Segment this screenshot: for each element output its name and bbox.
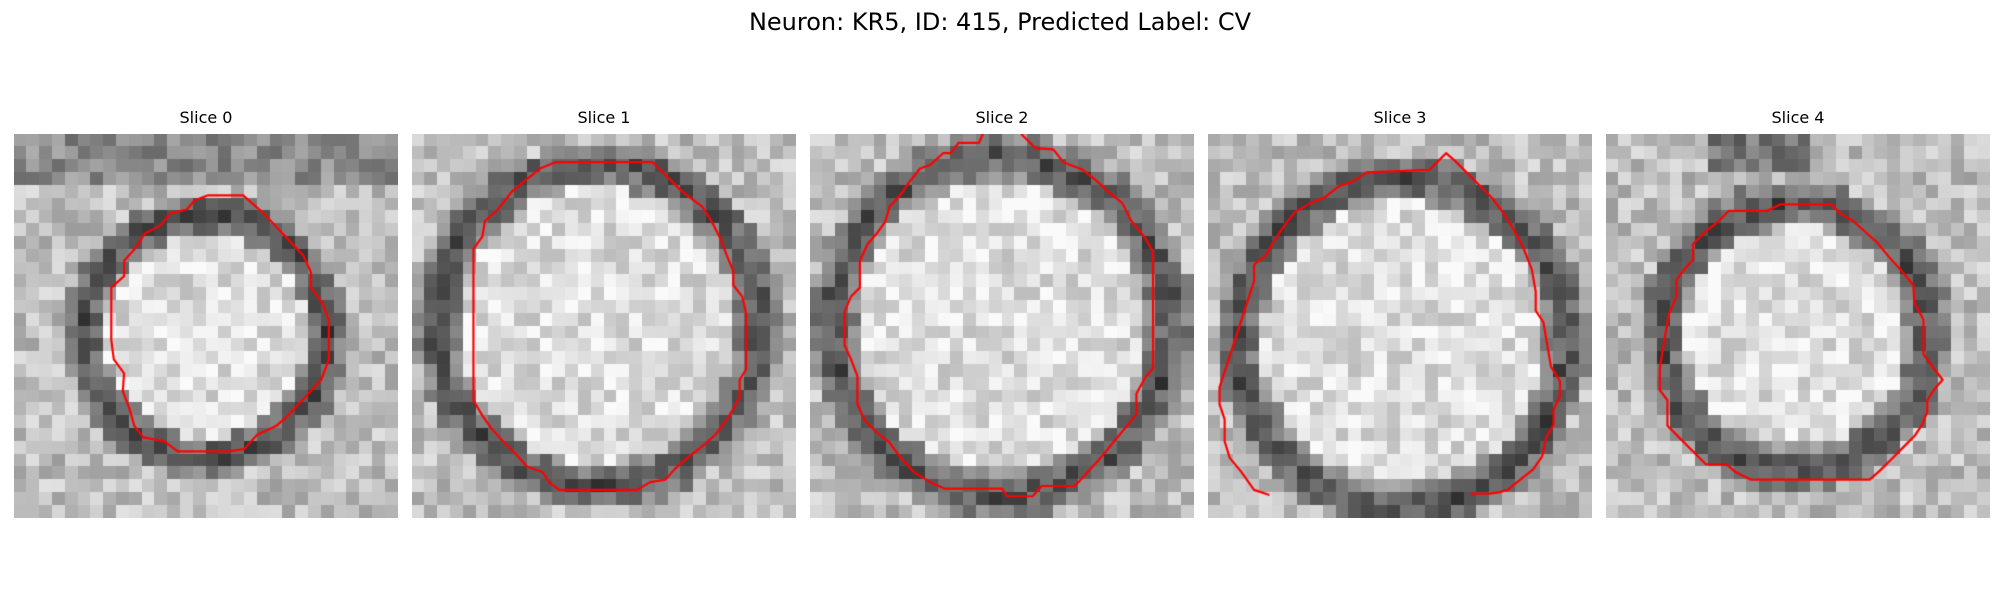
slice-title: Slice 0	[179, 108, 233, 127]
slice-title: Slice 1	[577, 108, 631, 127]
slice-image	[1208, 134, 1592, 518]
slice-panel: Slice 4	[1606, 108, 1990, 518]
slice-image	[810, 134, 1194, 518]
slice-panel: Slice 2	[810, 108, 1194, 518]
slice-panel: Slice 0	[14, 108, 398, 518]
slice-title: Slice 2	[975, 108, 1029, 127]
slice-title: Slice 4	[1771, 108, 1825, 127]
slice-panel: Slice 3	[1208, 108, 1592, 518]
slice-panel: Slice 1	[412, 108, 796, 518]
slice-title: Slice 3	[1373, 108, 1427, 127]
slice-image	[1606, 134, 1990, 518]
figure-title: Neuron: KR5, ID: 415, Predicted Label: C…	[748, 8, 1252, 36]
slice-image	[14, 134, 398, 518]
slice-image	[412, 134, 796, 518]
